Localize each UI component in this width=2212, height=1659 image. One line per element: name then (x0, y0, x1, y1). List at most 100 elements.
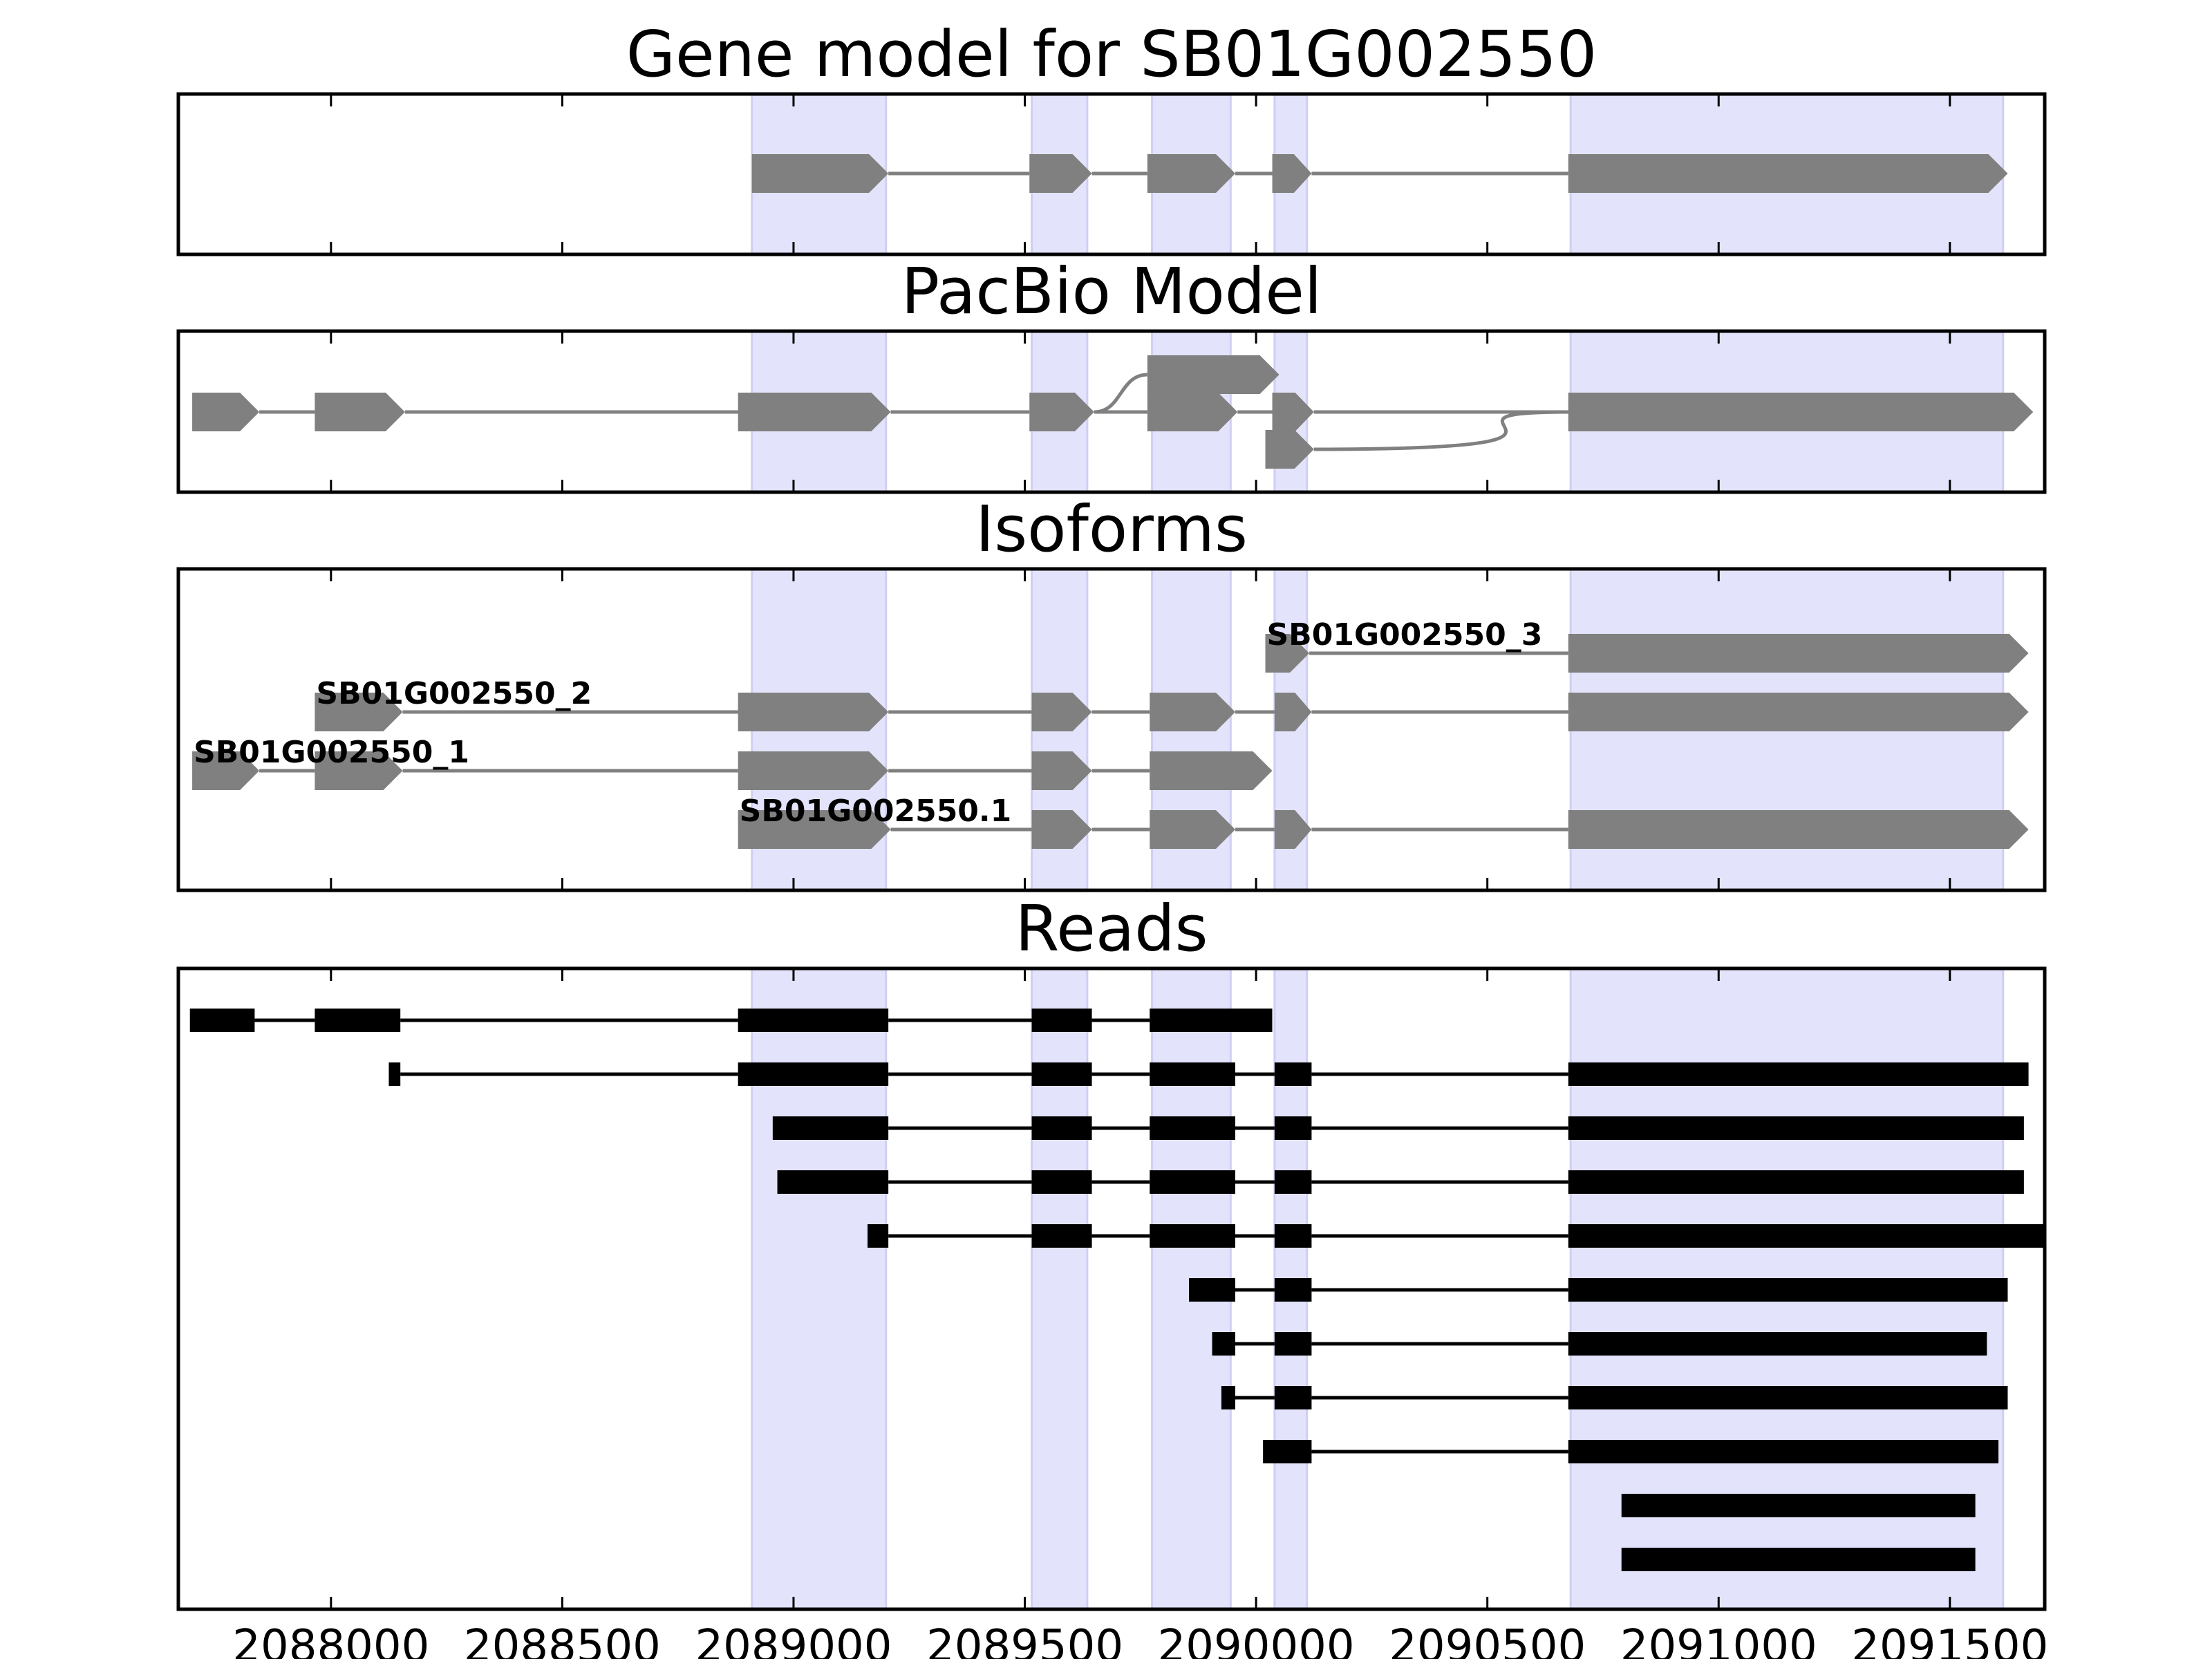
read-block (189, 1009, 255, 1032)
read-block (388, 1062, 401, 1086)
exon-arrow (315, 393, 405, 431)
isoform-label: SB01G002550_3 (1266, 617, 1542, 653)
read-block (1274, 1170, 1312, 1194)
read-block (1212, 1332, 1235, 1356)
read-block (1031, 1009, 1092, 1032)
exon-arrow (1031, 751, 1092, 790)
panel-title: Reads (1015, 892, 1208, 966)
x-tick-label: 2089000 (695, 1621, 892, 1659)
read-block (1568, 1278, 2008, 1302)
read-features (189, 1009, 2045, 1571)
read-block (1189, 1278, 1235, 1302)
read-block (772, 1116, 889, 1140)
x-tick-label: 2090000 (1158, 1621, 1355, 1659)
exon-arrow (751, 154, 889, 193)
exon-arrow (1147, 393, 1238, 431)
read-block (1274, 1062, 1312, 1086)
read-block (1621, 1548, 1976, 1571)
read-block (1031, 1224, 1092, 1248)
read-block (1150, 1170, 1235, 1194)
exon-arrow (192, 393, 260, 431)
read-block (1621, 1494, 1976, 1517)
exon-arrow (1265, 430, 1314, 469)
merge-curve (1313, 410, 1568, 451)
read-block (738, 1009, 889, 1032)
exon-arrow (1150, 810, 1235, 849)
feature: SB01G002550_3 (1265, 617, 2029, 673)
read-block (1568, 1440, 1999, 1463)
panel-isoforms: SB01G002550_3 SB01G002550_2 SB01G002550_1 S… (176, 492, 2047, 892)
read-block (1568, 1224, 2045, 1248)
read (1621, 1548, 1976, 1571)
read-block (1568, 1116, 2024, 1140)
panel-title: Gene model for SB01G002550 (626, 17, 1597, 91)
read-block (868, 1224, 889, 1248)
exon-arrow (1150, 751, 1273, 790)
feature (1265, 410, 1568, 469)
read (868, 1224, 2045, 1248)
exon-arrow (1568, 393, 2034, 431)
exon-arrow (738, 810, 891, 849)
read (189, 1009, 1273, 1032)
read-block (1150, 1009, 1273, 1032)
panel-frame (176, 567, 2047, 892)
exon-arrow (192, 751, 260, 790)
x-tick-label: 2091000 (1620, 1621, 1817, 1659)
exon-arrow (1029, 154, 1092, 193)
exon-arrow (1274, 693, 1312, 731)
panel-title: Isoforms (975, 492, 1248, 566)
exon-arrow (738, 751, 889, 790)
exon-arrow (1031, 810, 1092, 849)
panel-frame (176, 92, 2047, 256)
read-block (777, 1170, 889, 1194)
exon-arrow (1568, 810, 2029, 849)
feature (192, 393, 2034, 431)
exon-arrow (1147, 355, 1280, 394)
tick-marks (330, 331, 1951, 492)
x-tick-label: 2091500 (1851, 1621, 2048, 1659)
exon-arrow (1274, 810, 1312, 849)
tick-marks (330, 94, 1951, 254)
feature (751, 154, 2008, 193)
read-block (1150, 1116, 1235, 1140)
read-block (1274, 1278, 1312, 1302)
read (1621, 1494, 1976, 1517)
exon-arrow (1031, 693, 1092, 731)
feature (1094, 355, 1280, 414)
isoform-label: SB01G002550_2 (316, 676, 592, 711)
exon-arrow (1272, 393, 1314, 431)
read-block (1274, 1386, 1312, 1409)
panel-gene-model: Gene model for SB01G002550 (176, 17, 2047, 256)
read-block (1150, 1062, 1235, 1086)
read (1189, 1278, 2008, 1302)
feature: SB01G002550_1 (192, 735, 1273, 790)
x-tick-label: 2088500 (464, 1621, 661, 1659)
read-block (1274, 1332, 1312, 1356)
pacbio-model-features (192, 355, 2034, 469)
feature: SB01G002550.1 (738, 794, 2029, 849)
exon-arrow (738, 693, 889, 731)
read-block (1150, 1224, 1235, 1248)
x-tick-label: 2090500 (1389, 1621, 1586, 1659)
exon-arrow (1568, 154, 2008, 193)
read (772, 1116, 2024, 1140)
isoform-label: SB01G002550_1 (194, 735, 469, 770)
exon-arrow (738, 393, 891, 431)
panel-frame (176, 329, 2047, 494)
read-block (1221, 1386, 1235, 1409)
exon-arrow (1272, 154, 1312, 193)
read (388, 1062, 2029, 1086)
read-block (1263, 1440, 1312, 1463)
panel-reads: Reads 2088000 2088500 2089000 2089500 209000… (176, 892, 2048, 1659)
exon-arrow (315, 751, 403, 790)
gene-model-features (751, 154, 2008, 193)
tick-marks (330, 968, 1951, 1609)
x-tick-label: 2088000 (232, 1621, 429, 1659)
feature: SB01G002550_2 (315, 676, 2029, 731)
read-block (315, 1009, 401, 1032)
read-block (1568, 1386, 2008, 1409)
read-block (1031, 1170, 1092, 1194)
exon-arrow (1568, 634, 2029, 673)
exon-arrow (1568, 693, 2029, 731)
